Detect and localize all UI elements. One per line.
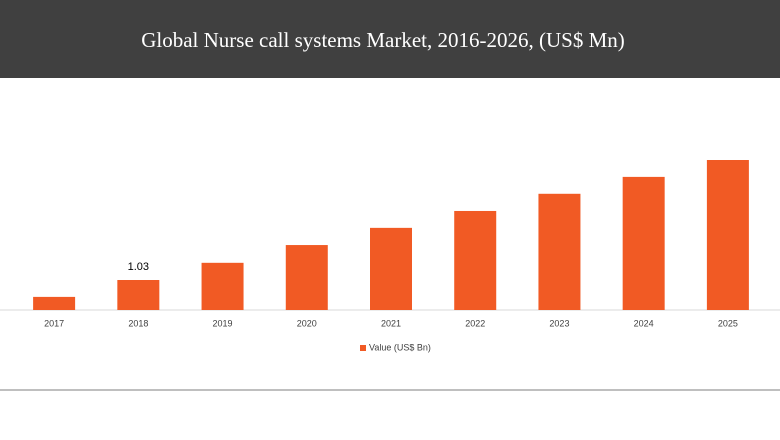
bar: [201, 262, 244, 310]
legend-swatch: [360, 345, 366, 351]
header-bar: [0, 0, 780, 78]
chart-title: Global Nurse call systems Market, 2016-2…: [141, 28, 625, 52]
x-tick-label: 2018: [128, 318, 148, 328]
bar: [370, 227, 412, 310]
x-tick-label: 2022: [465, 318, 485, 328]
legend-label: Value (US$ Bn): [369, 342, 431, 352]
bar: [117, 280, 160, 310]
x-tick-label: 2024: [634, 318, 654, 328]
x-tick-label: 2021: [381, 318, 401, 328]
data-label: 1.03: [128, 261, 149, 273]
x-tick-label: 2025: [718, 318, 738, 328]
bar: [285, 245, 328, 310]
bar: [706, 160, 749, 310]
bar: [538, 193, 581, 310]
x-tick-label: 2020: [297, 318, 317, 328]
bar: [454, 210, 497, 310]
bar: [622, 176, 665, 310]
x-tick-label: 2017: [44, 318, 64, 328]
x-tick-label: 2019: [213, 318, 233, 328]
bar: [33, 296, 76, 310]
x-tick-label: 2023: [549, 318, 569, 328]
